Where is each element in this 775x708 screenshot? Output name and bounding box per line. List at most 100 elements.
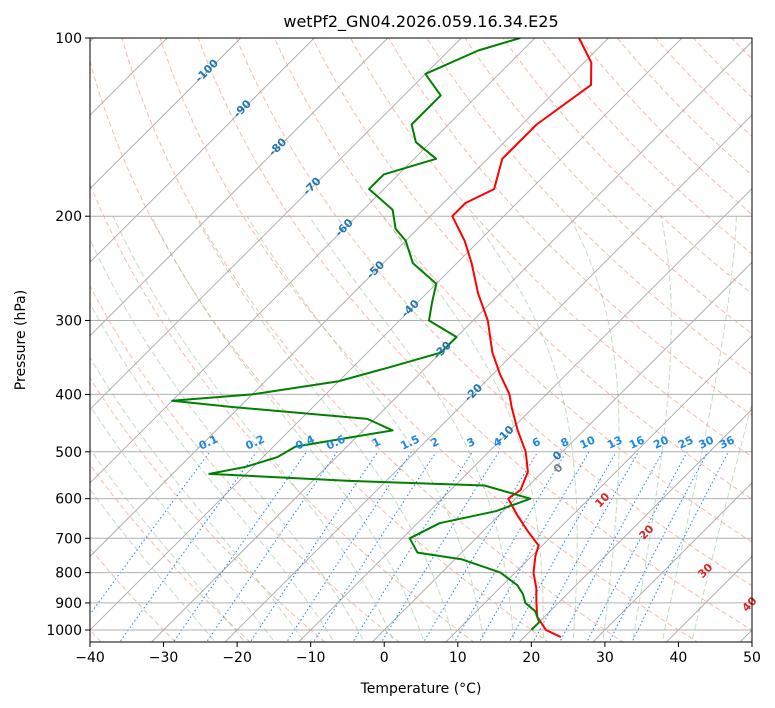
x-tick-label: 30	[596, 650, 614, 666]
dry-adiabat	[159, 38, 699, 642]
mixing-ratio-label: 30	[697, 433, 717, 451]
dry-adiabat	[654, 38, 752, 137]
mixing-ratio-label: 8	[559, 435, 571, 450]
y-tick-label: 700	[55, 531, 82, 547]
moist-adiabat	[661, 216, 737, 642]
isotherm-line	[150, 40, 752, 642]
mixing-ratio-line	[286, 451, 412, 642]
dry-adiabat	[90, 183, 475, 642]
mixing-ratio-line	[119, 451, 258, 642]
dry-adiabat	[388, 38, 752, 417]
background-lines	[90, 11, 775, 648]
isotherm-line	[90, 38, 389, 337]
moist-adiabat	[691, 401, 752, 642]
moist-adiabat	[568, 215, 620, 642]
dry-adiabat	[90, 463, 251, 642]
mixing-ratio-label: 1.5	[398, 433, 421, 453]
moist-adiabat	[632, 216, 672, 642]
x-tick-label: −10	[296, 650, 326, 666]
y-axis-ticks: 100 200 300 400 500 600 700 800 900 1000	[46, 31, 90, 639]
isotherm-line	[90, 38, 683, 631]
mixing-ratio-line	[205, 451, 338, 642]
mixing-ratio-label: 36	[717, 433, 737, 451]
y-tick-label: 900	[55, 596, 82, 612]
mixing-ratio-label: 3	[465, 435, 477, 450]
mixing-ratio-line	[559, 451, 664, 642]
dry-adiabat-label: 40	[740, 594, 760, 614]
moist-adiabat	[150, 215, 425, 642]
dry-adiabat	[578, 38, 752, 216]
dry-adiabat	[197, 38, 752, 631]
dry-adiabat	[426, 38, 752, 375]
mixing-ratio-line	[90, 451, 211, 615]
mixing-ratio-line	[586, 451, 688, 642]
isotherm-line	[90, 38, 536, 484]
mixing-ratio-line	[608, 451, 709, 642]
isotherm-line	[90, 38, 462, 410]
moist-adiabat	[383, 215, 544, 642]
isotherm-label: -90	[231, 97, 254, 120]
y-tick-label: 800	[55, 566, 82, 582]
isotherm-line	[665, 555, 752, 642]
moist-adiabat	[90, 302, 335, 642]
isotherm-line	[90, 38, 610, 558]
dry-adiabat	[121, 38, 624, 642]
y-tick-label: 100	[55, 31, 82, 47]
moist-adiabat	[90, 404, 276, 642]
mixing-ratio-line	[352, 451, 473, 642]
isotherm-label: -100	[192, 56, 221, 85]
dry-adiabat	[90, 59, 550, 642]
moist-adiabat	[90, 448, 246, 642]
y-tick-label: 300	[55, 313, 82, 329]
y-tick-label: 400	[55, 387, 82, 403]
x-axis-ticks: −40 −30 −20 −10 0 10 20 30 40 50	[75, 642, 761, 666]
moist-adiabat	[308, 215, 515, 642]
y-axis-label: Pressure (hPa)	[13, 290, 29, 390]
x-tick-label: 0	[380, 650, 389, 666]
mixing-ratio-label: 2	[429, 435, 441, 450]
dry-adiabat	[235, 38, 752, 587]
x-tick-label: −40	[75, 650, 105, 666]
dry-adiabat-label: 30	[695, 561, 715, 581]
dry-adiabat	[273, 38, 752, 543]
dry-adiabat-label: 10	[592, 490, 612, 510]
mixing-ratio-line	[172, 451, 307, 642]
chart-title: wetPf2_GN04.2026.059.16.34.E25	[283, 12, 558, 32]
moist-adiabat	[90, 488, 216, 642]
mixing-ratio-line	[631, 451, 729, 642]
moist-adiabat	[90, 356, 305, 642]
mixing-ratio-line	[380, 451, 500, 642]
isotherm-line	[90, 38, 315, 263]
mixing-ratio-line	[249, 451, 379, 642]
y-tick-label: 1000	[46, 623, 82, 639]
dry-adiabat	[743, 11, 775, 648]
moist-adiabat	[194, 215, 455, 642]
x-tick-label: 50	[743, 650, 761, 666]
dewpoint-line	[171, 38, 541, 631]
x-tick-label: 20	[522, 650, 540, 666]
dry-adiabat	[502, 38, 752, 295]
x-tick-label: −20	[222, 650, 252, 666]
x-axis-label: Temperature (°C)	[360, 681, 482, 697]
isotherm-line	[371, 261, 752, 642]
dry-adiabat	[350, 38, 752, 458]
mixing-ratio-label: 6	[530, 435, 543, 450]
mixing-ratio-label: 25	[676, 433, 695, 451]
mixing-ratio-label: 0.4	[293, 432, 316, 452]
moist-adiabat	[471, 215, 578, 642]
isotherm-line	[739, 629, 752, 642]
y-tick-label: 200	[55, 209, 82, 225]
dry-adiabat	[730, 38, 752, 60]
moist-adiabat	[112, 215, 395, 642]
isotherm-line	[90, 38, 242, 190]
mixing-ratio-label: 10	[578, 433, 598, 451]
dry-adiabat	[464, 38, 752, 335]
pressure-gridlines	[90, 38, 752, 631]
isotherm-line	[298, 188, 752, 642]
x-tick-label: 10	[449, 650, 467, 666]
dry-adiabat	[616, 38, 752, 176]
isotherm-line	[224, 114, 752, 642]
moist-adiabat	[90, 238, 365, 642]
isotherm-label: -60	[332, 216, 355, 239]
